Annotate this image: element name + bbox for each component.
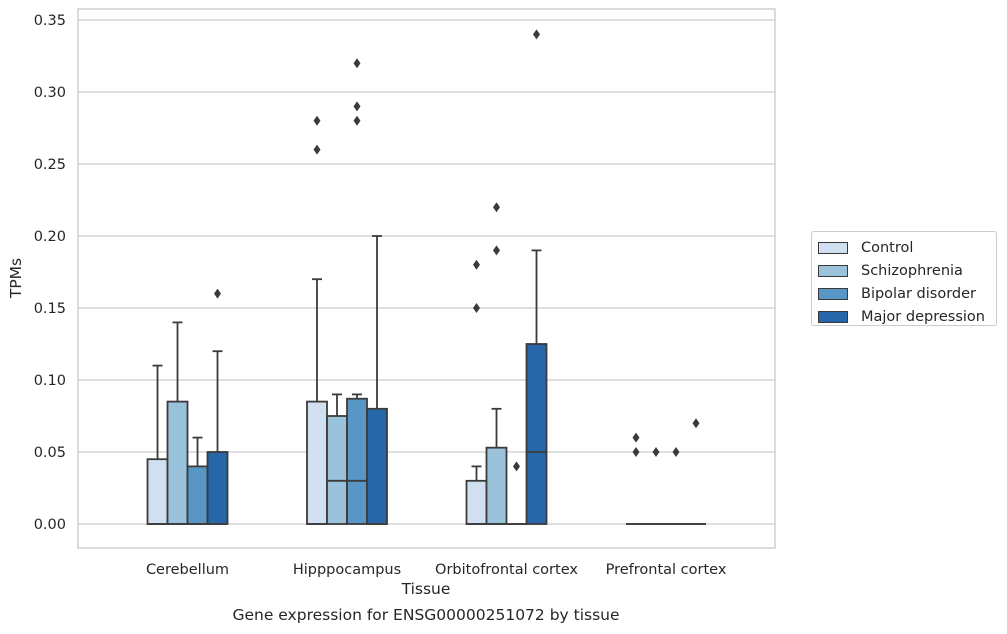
outlier-prefrontal-cortex-schizophrenia — [652, 447, 660, 457]
legend-swatch-bipolar-disorder — [818, 287, 848, 300]
legend-item-schizophrenia: Schizophrenia — [818, 259, 996, 282]
box-hipppocampus-major-depression — [366, 407, 388, 525]
box-orbitofrontal-cortex-major-depression — [525, 343, 548, 525]
outlier-hipppocampus-control — [313, 115, 321, 126]
outlier-orbitofrontal-cortex-control — [473, 259, 480, 270]
outlier-orbitofrontal-cortex-schizophrenia — [493, 245, 500, 256]
outlier-hipppocampus-bipolar-disorder — [353, 115, 361, 126]
legend-label-bipolar-disorder: Bipolar disorder — [861, 285, 976, 302]
plot-area — [77, 8, 776, 549]
y-tick-label: 0.15 — [34, 301, 66, 317]
outlier-hipppocampus-bipolar-disorder — [353, 58, 361, 69]
y-tick-label: 0.20 — [34, 229, 66, 245]
x-axis-label: Tissue — [401, 580, 451, 598]
legend-label-major-depression: Major depression — [861, 308, 985, 325]
x-tick-label-orbitofrontal-cortex: Orbitofrontal cortex — [435, 562, 578, 578]
y-tick-label: 0.05 — [34, 445, 66, 461]
outlier-cerebellum-major-depression — [214, 288, 221, 299]
outlier-orbitofrontal-cortex-control — [473, 303, 480, 313]
box-cerebellum-major-depression — [206, 451, 229, 525]
legend-swatch-control — [818, 241, 848, 254]
legend-item-major-depression: Major depression — [818, 305, 996, 328]
box-hipppocampus-control — [306, 400, 328, 525]
legend-swatch-major-depression — [818, 310, 848, 323]
x-tick-label-cerebellum: Cerebellum — [146, 562, 229, 578]
y-axis-label: TPMs — [7, 258, 25, 299]
x-tick-label-hipppocampus: Hipppocampus — [293, 562, 401, 578]
x-tick-label-prefrontal-cortex: Prefrontal cortex — [606, 562, 727, 578]
box-hipppocampus-schizophrenia — [326, 415, 348, 525]
outlier-orbitofrontal-cortex-schizophrenia — [493, 202, 500, 213]
legend-item-bipolar-disorder: Bipolar disorder — [818, 282, 996, 305]
legend-label-control: Control — [861, 239, 914, 256]
outlier-prefrontal-cortex-bipolar-disorder — [672, 447, 680, 457]
y-tick-label: 0.30 — [34, 85, 66, 101]
box-hipppocampus-bipolar-disorder — [346, 397, 368, 525]
outlier-orbitofrontal-cortex-major-depression — [533, 29, 540, 40]
legend-label-schizophrenia: Schizophrenia — [861, 262, 963, 279]
box-cerebellum-bipolar-disorder — [186, 465, 209, 525]
y-tick-label: 0.00 — [34, 517, 66, 533]
outlier-prefrontal-cortex-control — [632, 432, 640, 443]
box-cerebellum-control — [146, 458, 169, 525]
chart-caption: Gene expression for ENSG00000251072 by t… — [232, 606, 620, 624]
y-tick-label: 0.10 — [34, 373, 66, 389]
box-orbitofrontal-cortex-control — [465, 479, 488, 525]
box-orbitofrontal-cortex-schizophrenia — [485, 446, 508, 525]
outlier-orbitofrontal-cortex-bipolar-disorder — [513, 461, 520, 472]
box-cerebellum-schizophrenia — [166, 400, 189, 525]
legend: Control Schizophrenia Bipolar disorder M… — [811, 231, 997, 326]
legend-item-control: Control — [818, 236, 996, 259]
legend-swatch-schizophrenia — [818, 264, 848, 277]
outlier-hipppocampus-bipolar-disorder — [353, 101, 361, 112]
y-tick-label: 0.25 — [34, 157, 66, 173]
outlier-prefrontal-cortex-control — [632, 447, 640, 457]
outlier-prefrontal-cortex-major-depression — [692, 418, 700, 429]
y-tick-label: 0.35 — [34, 13, 66, 29]
outlier-hipppocampus-control — [313, 144, 321, 155]
